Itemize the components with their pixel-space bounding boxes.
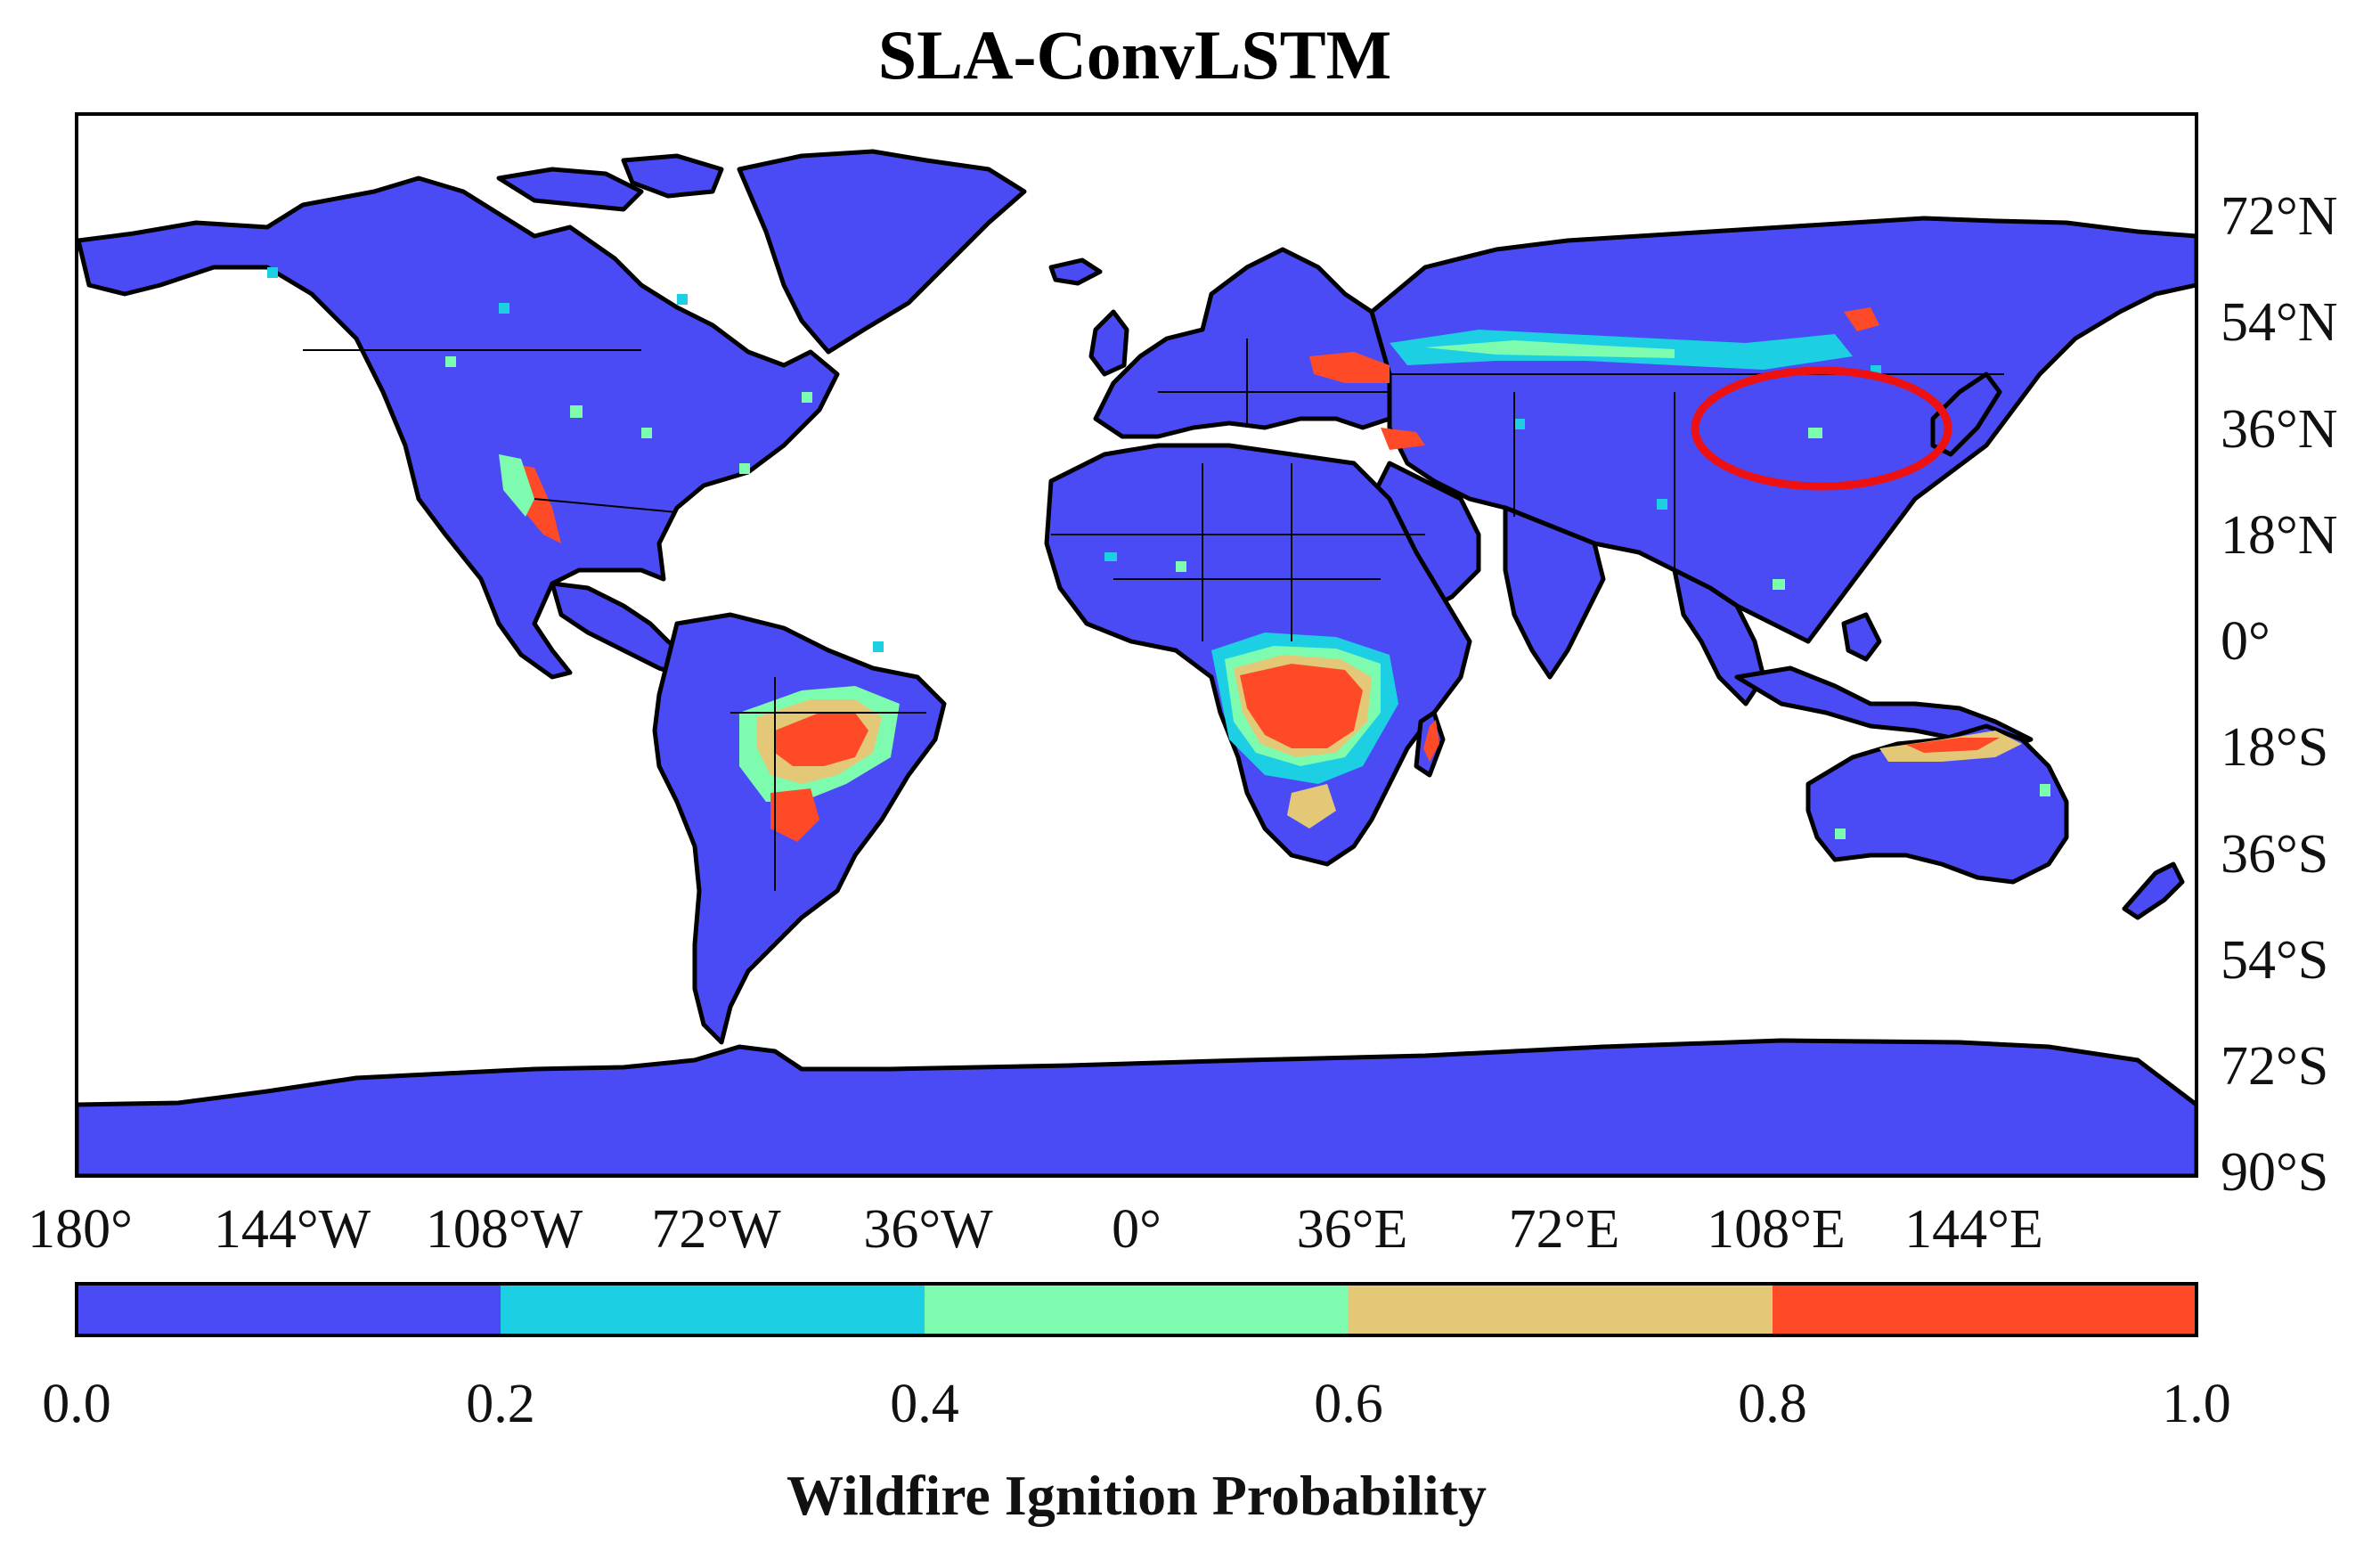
colorbar-bin: [1349, 1284, 1773, 1335]
lon-tick-label: 36°W: [863, 1199, 993, 1260]
lon-tick-label: 36°E: [1297, 1199, 1408, 1260]
latitude-ticks: 72°N 54°N 36°N 18°N 0° 18°S 36°S 54°S 72…: [2221, 186, 2338, 1203]
lon-tick-label: 108°W: [426, 1199, 583, 1260]
maritime-southeast-asia: [1734, 665, 2034, 751]
lon-tick-label: 108°E: [1707, 1199, 1846, 1260]
lat-tick-label: 18°N: [2221, 505, 2338, 566]
map-panel: [77, 114, 2197, 1176]
colorbar-tick-label: 0.0: [42, 1374, 111, 1434]
lon-tick-label: 144°E: [1904, 1199, 2043, 1260]
lat-tick-label: 90°S: [2221, 1142, 2328, 1203]
probability-patches: [267, 267, 2050, 842]
map-frame: [75, 112, 2198, 1178]
antarctica: [77, 1038, 2197, 1176]
indian-subcontinent: [1503, 505, 1606, 680]
lat-tick-label: 72°S: [2221, 1036, 2328, 1097]
arctic-islands: [496, 167, 644, 212]
colorbar: 0.0 0.2 0.4 0.6 0.8 1.0 Wildfire Ignitio…: [42, 1282, 2231, 1527]
country-borders: [303, 339, 2004, 891]
colorbar-tick-label: 0.8: [1738, 1374, 1807, 1434]
colorbar-tick-label: 0.6: [1314, 1374, 1383, 1434]
patch-africa-red: [1240, 664, 1363, 748]
lon-tick-label: 180°: [28, 1199, 133, 1260]
lat-tick-label: 36°S: [2221, 824, 2328, 885]
lon-tick-label: 0°: [1112, 1199, 1161, 1260]
new-zealand: [2122, 861, 2185, 920]
iceland: [1048, 257, 1103, 286]
colorbar-ticks: 0.0 0.2 0.4 0.6 0.8 1.0: [42, 1374, 2231, 1434]
map-title: SLA-ConvLSTM: [878, 16, 1391, 94]
colorbar-tick-label: 0.2: [466, 1374, 535, 1434]
lon-tick-label: 72°W: [651, 1199, 781, 1260]
southeast-asia: [1672, 567, 1766, 706]
colorbar-bin: [501, 1284, 925, 1335]
lat-tick-label: 0°: [2221, 611, 2270, 672]
colorbar-tick-label: 0.4: [890, 1374, 959, 1434]
lat-tick-label: 54°N: [2221, 292, 2338, 353]
lon-tick-label: 144°W: [214, 1199, 371, 1260]
colorbar-label: Wildfire Ignition Probability: [787, 1464, 1487, 1527]
lat-tick-label: 54°S: [2221, 930, 2328, 991]
land-masses: [77, 149, 2197, 1176]
colorbar-bin: [77, 1284, 501, 1335]
british-isles: [1088, 309, 1129, 377]
greenland: [737, 149, 1027, 355]
north-america: [77, 176, 840, 680]
colorbar-frame: [75, 1282, 2198, 1337]
colorbar-tick-label: 1.0: [2162, 1374, 2231, 1434]
colorbar-bins: [77, 1284, 2197, 1335]
lat-tick-label: 72°N: [2221, 186, 2338, 247]
lon-tick-label: 72°E: [1509, 1199, 1620, 1260]
colorbar-bin: [925, 1284, 1349, 1335]
lat-tick-label: 36°N: [2221, 399, 2338, 460]
patch-brazil-red: [775, 713, 868, 766]
patch-caucasus: [1309, 352, 1390, 383]
longitude-ticks: 180° 144°W 108°W 72°W 36°W 0° 36°E 72°E …: [28, 1199, 2043, 1260]
highlight-ellipse: [1691, 366, 1952, 491]
lat-tick-label: 18°S: [2221, 717, 2328, 778]
colorbar-bin: [1773, 1284, 2197, 1335]
